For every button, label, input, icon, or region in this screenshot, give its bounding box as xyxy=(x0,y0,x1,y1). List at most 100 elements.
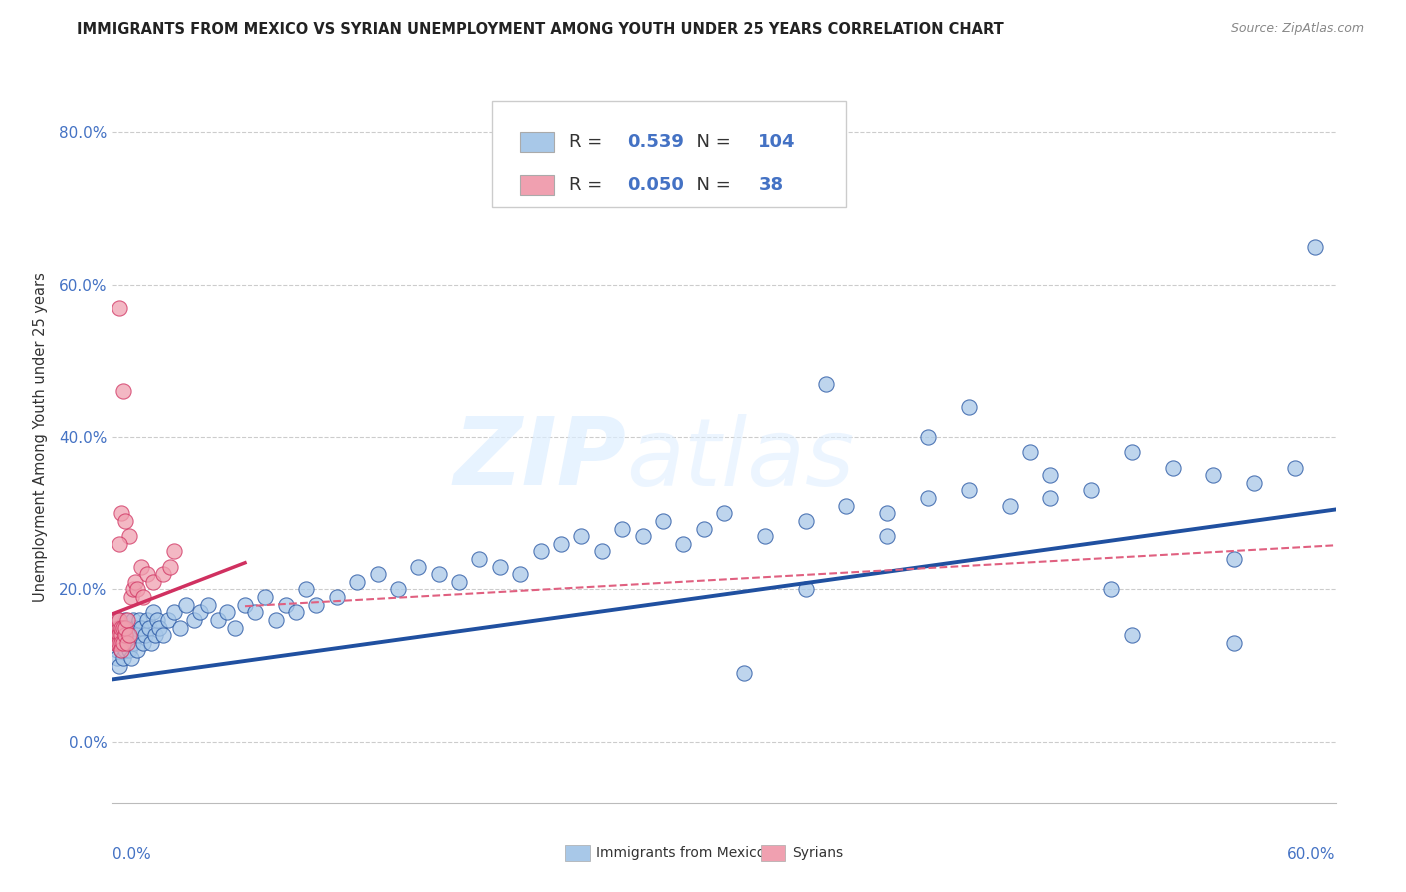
Text: 0.050: 0.050 xyxy=(627,177,685,194)
Point xyxy=(734,666,756,681)
Point xyxy=(142,574,165,589)
Point xyxy=(107,621,129,635)
Point xyxy=(156,613,179,627)
Point xyxy=(114,613,136,627)
Point xyxy=(107,613,129,627)
Point xyxy=(207,613,229,627)
Point xyxy=(105,636,128,650)
Point xyxy=(163,544,186,558)
Point xyxy=(957,483,980,498)
Point xyxy=(152,567,174,582)
Point xyxy=(1223,552,1246,566)
Point xyxy=(103,636,125,650)
Point xyxy=(115,628,138,642)
Point xyxy=(110,643,132,657)
Point xyxy=(631,529,654,543)
Point xyxy=(571,529,593,543)
Point xyxy=(103,636,125,650)
Point xyxy=(118,529,141,543)
Point xyxy=(1223,636,1246,650)
FancyBboxPatch shape xyxy=(565,846,589,862)
Point xyxy=(107,537,129,551)
Point xyxy=(652,514,675,528)
Point xyxy=(1284,460,1306,475)
FancyBboxPatch shape xyxy=(520,175,554,195)
Point xyxy=(1202,468,1225,483)
Point xyxy=(1018,445,1040,459)
Point xyxy=(124,621,146,635)
FancyBboxPatch shape xyxy=(492,101,846,207)
Point xyxy=(120,590,142,604)
Point xyxy=(174,598,197,612)
Point xyxy=(672,537,695,551)
Point xyxy=(427,567,450,582)
Point xyxy=(107,628,129,642)
Point xyxy=(120,628,142,642)
Point xyxy=(754,529,776,543)
Point xyxy=(107,636,129,650)
Point xyxy=(115,613,138,627)
Point xyxy=(489,559,512,574)
Point xyxy=(107,628,129,642)
Point xyxy=(188,605,211,619)
Point xyxy=(142,605,165,619)
Point xyxy=(114,628,136,642)
Point xyxy=(264,613,287,627)
Point xyxy=(197,598,219,612)
Point xyxy=(136,613,159,627)
Point xyxy=(159,559,181,574)
Point xyxy=(274,598,297,612)
Point xyxy=(120,651,142,665)
Point xyxy=(110,643,132,657)
Point xyxy=(141,636,163,650)
Point xyxy=(1121,628,1143,642)
Point xyxy=(114,514,136,528)
Point xyxy=(105,621,128,635)
Point xyxy=(148,621,170,635)
Text: IMMIGRANTS FROM MEXICO VS SYRIAN UNEMPLOYMENT AMONG YOUTH UNDER 25 YEARS CORRELA: IMMIGRANTS FROM MEXICO VS SYRIAN UNEMPLO… xyxy=(77,22,1004,37)
Point xyxy=(129,559,152,574)
Point xyxy=(115,636,138,650)
Point xyxy=(110,506,132,520)
Point xyxy=(111,636,134,650)
Point xyxy=(152,628,174,642)
Point xyxy=(713,506,735,520)
Point xyxy=(245,605,267,619)
Point xyxy=(529,544,551,558)
Point xyxy=(138,621,160,635)
Point xyxy=(128,613,150,627)
Point xyxy=(1161,460,1184,475)
Point xyxy=(122,613,145,627)
Text: R =: R = xyxy=(569,177,607,194)
Point xyxy=(794,582,817,597)
Point xyxy=(876,529,898,543)
Point xyxy=(387,582,409,597)
FancyBboxPatch shape xyxy=(520,131,554,152)
Point xyxy=(917,491,939,505)
Point xyxy=(591,544,613,558)
Point xyxy=(917,430,939,444)
Text: R =: R = xyxy=(569,133,607,151)
Point xyxy=(215,605,238,619)
Point xyxy=(163,605,186,619)
FancyBboxPatch shape xyxy=(761,846,786,862)
Point xyxy=(118,643,141,657)
Point xyxy=(110,621,132,635)
Text: 0.539: 0.539 xyxy=(627,133,685,151)
Point xyxy=(876,506,898,520)
Point xyxy=(105,613,128,627)
Point xyxy=(957,400,980,414)
Text: ZIP: ZIP xyxy=(453,413,626,505)
Point xyxy=(107,658,129,673)
Point xyxy=(124,574,146,589)
Point xyxy=(110,628,132,642)
Point xyxy=(1039,491,1062,505)
Point xyxy=(132,636,155,650)
Point xyxy=(366,567,388,582)
Point xyxy=(447,574,470,589)
Y-axis label: Unemployment Among Youth under 25 years: Unemployment Among Youth under 25 years xyxy=(32,272,48,602)
Point xyxy=(254,590,277,604)
Point xyxy=(134,628,156,642)
Point xyxy=(125,582,148,597)
Point xyxy=(107,301,129,315)
